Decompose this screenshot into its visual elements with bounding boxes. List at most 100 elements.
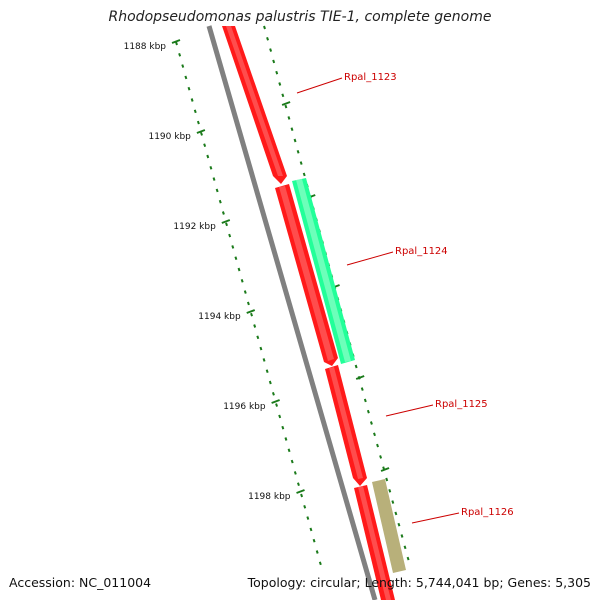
gene-Rpal_1125[interactable] <box>325 365 367 486</box>
gene-label-leader <box>385 404 434 417</box>
ruler-dot <box>181 64 185 68</box>
track-dot <box>296 149 300 154</box>
ruler-dot <box>206 154 210 159</box>
track-dot <box>354 364 358 369</box>
gene-label: Rpal_1123 <box>344 72 397 83</box>
track-dot <box>287 116 291 120</box>
ruler-tick-label: 1196 kbp <box>223 402 266 412</box>
ruler-dot <box>228 233 232 238</box>
ruler-dot <box>253 324 257 328</box>
ruler-dot <box>196 120 200 125</box>
ruler-dot <box>246 301 250 306</box>
ruler-major-tick <box>196 129 206 134</box>
ruler-tick-label: 1192 kbp <box>173 222 216 232</box>
track-dot <box>266 36 270 41</box>
ruler-dot <box>243 290 247 294</box>
ruler-dot <box>262 358 266 362</box>
gene-arrow-Rpal_1126 <box>372 479 406 573</box>
track-dot <box>403 545 407 550</box>
ruler-dot <box>275 403 279 407</box>
ruler-dot <box>303 504 307 509</box>
ruler-dot <box>268 380 272 385</box>
track-dot <box>360 387 364 391</box>
track-dot <box>263 25 266 30</box>
track-major-tick <box>355 375 365 380</box>
track-dot <box>281 93 285 98</box>
track-dot <box>278 82 282 86</box>
gene-label-leader <box>346 251 394 266</box>
gene-Rpal_1123[interactable] <box>222 26 287 184</box>
ruler-dot <box>271 391 275 396</box>
ruler-dot <box>190 98 194 102</box>
track-dot <box>369 421 373 425</box>
ruler-dot <box>265 369 269 374</box>
gene-labels: Rpal_1123 Rpal_1124 Rpal_1125 Rpal_1126 <box>296 72 514 524</box>
ruler-tick-label: 1188 kbp <box>124 42 167 52</box>
track-major-tick <box>281 101 291 106</box>
gene-label-leader <box>296 77 343 94</box>
gene-label: Rpal_1126 <box>461 507 514 518</box>
gene-label: Rpal_1124 <box>395 246 448 257</box>
track-dot <box>391 500 395 504</box>
track-dot <box>379 455 383 459</box>
ruler-dot <box>215 188 219 193</box>
ruler-dot <box>218 199 222 204</box>
track-dot <box>299 161 303 165</box>
track-dot <box>400 534 404 538</box>
gene-label-leader <box>411 512 460 524</box>
ruler-dot <box>306 516 310 520</box>
track-dot <box>290 127 294 132</box>
ruler-tick-label: 1190 kbp <box>148 132 191 142</box>
ruler-dot <box>178 52 182 57</box>
track-dot <box>376 443 379 448</box>
ruler-dot <box>278 414 282 419</box>
track-dot <box>385 477 389 482</box>
ruler-dot <box>187 86 191 91</box>
ruler-dot <box>212 177 216 181</box>
gene-label: Rpal_1125 <box>435 399 488 410</box>
track-dot <box>406 556 410 561</box>
track-dot <box>394 511 398 516</box>
gene-Rpal_1125-upstream[interactable] <box>275 184 338 366</box>
ruler-tick-label: 1194 kbp <box>198 312 241 322</box>
accession-text: Accession: NC_011004 <box>9 575 152 590</box>
track-dot <box>397 522 401 527</box>
position-ruler: 1188 kbp 1190 kbp 1192 kbp 1194 kbp 1196 kbp… <box>124 39 322 566</box>
track-dot <box>269 48 273 52</box>
gene-Rpal_1124[interactable] <box>292 178 355 364</box>
topology-text: Topology: circular; Length: 5,744,041 bp… <box>247 575 591 590</box>
ruler-dot <box>281 425 285 430</box>
track-major-tick <box>380 467 390 472</box>
map-title: Rhodopseudomonas palustris TIE-1, comple… <box>108 9 492 25</box>
gene-Rpal_1126-forward[interactable] <box>354 485 395 600</box>
ruler-dot <box>240 278 244 283</box>
ruler-dot <box>256 335 260 340</box>
ruler-dot <box>225 222 228 227</box>
ruler-dot <box>184 75 188 80</box>
track-dot <box>366 409 370 414</box>
ruler-dot <box>312 538 316 543</box>
ruler-dot <box>284 437 288 441</box>
ruler-major-tick <box>221 219 231 224</box>
track-dot <box>363 398 367 403</box>
ruler-major-tick <box>296 489 305 494</box>
track-dot <box>388 488 392 493</box>
track-dot <box>302 172 306 177</box>
ruler-dot <box>203 143 207 148</box>
ruler-dot <box>300 493 304 498</box>
track-dot <box>275 70 279 75</box>
ruler-major-tick <box>271 399 280 404</box>
ruler-dot <box>290 459 294 464</box>
ruler-dot <box>287 448 291 453</box>
ruler-dot <box>318 561 322 566</box>
ruler-dot <box>193 109 197 114</box>
ruler-major-tick <box>246 309 256 314</box>
track-dot <box>293 138 297 143</box>
track-dot <box>284 104 288 109</box>
gene-Rpal_1126[interactable] <box>372 479 406 573</box>
ruler-dot <box>209 165 213 170</box>
track-dot <box>373 432 376 437</box>
ruler-dot <box>297 482 300 487</box>
ruler-dot <box>221 211 225 215</box>
